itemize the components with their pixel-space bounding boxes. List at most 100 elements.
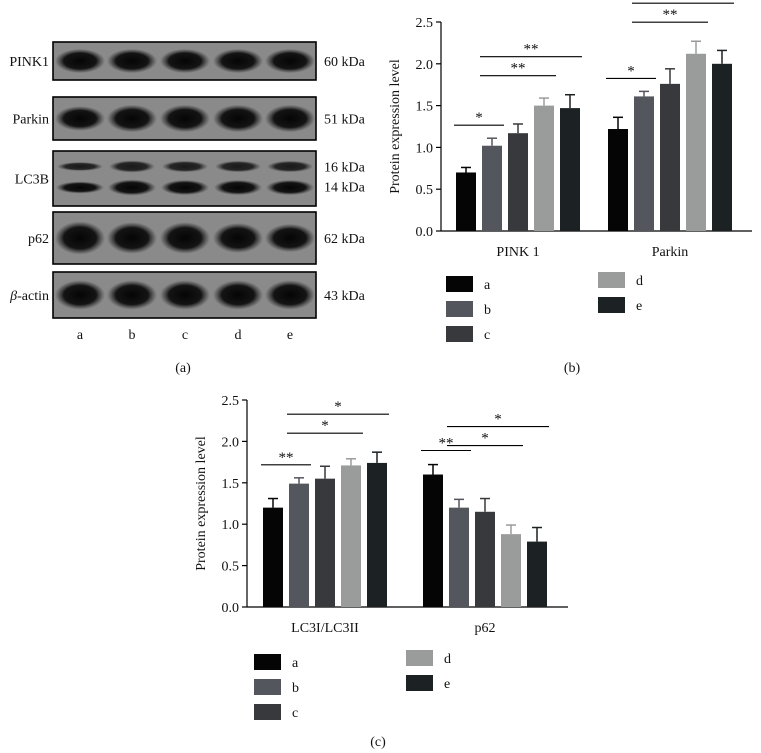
significance-label: * <box>475 110 483 126</box>
blot-band <box>107 222 157 254</box>
bar-b <box>289 483 309 607</box>
blot-row-5: β-actin 43 kDa <box>9 271 366 319</box>
x-category-label: PINK 1 <box>496 245 539 260</box>
blot-band <box>215 160 261 173</box>
blot-band <box>107 280 157 310</box>
legend-item-c: c <box>254 704 298 721</box>
bar-c <box>475 511 495 607</box>
legend-label: e <box>636 299 642 314</box>
legend-label: d <box>636 274 643 289</box>
blot-band <box>57 162 103 171</box>
blot-band <box>55 221 105 255</box>
significance-label: ** <box>524 42 539 58</box>
legend-item-e: e <box>406 675 450 692</box>
blot-label: p62 <box>28 232 49 247</box>
panel-label-c: (c) <box>370 735 386 750</box>
panel-label-a: (a) <box>175 361 191 376</box>
bar-c <box>508 133 528 231</box>
blot-lane-label: c <box>182 328 188 343</box>
legend-swatch <box>254 704 281 720</box>
blot-band <box>213 223 263 253</box>
significance-label: * <box>334 399 342 415</box>
significance-label: ** <box>663 7 678 23</box>
legend-swatch <box>406 650 433 666</box>
blot-lane-label: d <box>235 328 242 343</box>
blot-row-4: p62 62 kDa <box>28 211 366 265</box>
legend-swatch <box>598 272 625 288</box>
bar-chart-b: 0.0 0.5 1.0 1.5 2.0 2.5 Protein expression lev… <box>388 0 752 343</box>
legend-item-c: c <box>446 326 490 343</box>
bar-e <box>367 462 387 607</box>
blot-size-label: 16 kDa <box>324 161 366 176</box>
significance-label: * <box>627 63 635 79</box>
blot-label: PINK1 <box>9 55 49 70</box>
blot-band <box>265 223 315 253</box>
bar-d <box>686 53 706 231</box>
significance-label: * <box>679 0 687 4</box>
blot-row-2: Parkin 51 kDa <box>12 96 366 141</box>
blot-band <box>214 179 262 196</box>
legend-swatch <box>254 679 281 695</box>
y-tick-label: 0.5 <box>416 183 434 198</box>
blot-size-label: 51 kDa <box>324 113 366 128</box>
bar-d <box>341 465 361 607</box>
blot-band <box>56 181 104 194</box>
blot-band <box>55 48 105 74</box>
blot-membrane <box>52 150 317 207</box>
legend-swatch <box>598 297 625 313</box>
bar-b <box>634 96 654 232</box>
blot-size-label: 60 kDa <box>324 55 366 70</box>
significance-label: * <box>494 412 502 428</box>
y-axis-label: Protein expression level <box>194 436 209 571</box>
bar-a <box>608 129 628 231</box>
blot-band <box>160 48 210 74</box>
blot-band <box>55 106 105 131</box>
y-tick-label: 1.5 <box>416 100 434 115</box>
bar-e <box>560 108 580 231</box>
blot-lane-label: e <box>287 328 293 343</box>
bar-a <box>423 474 443 607</box>
blot-band <box>267 160 313 173</box>
legend-label: c <box>292 706 298 721</box>
significance-label: ** <box>279 450 294 466</box>
legend-label: b <box>484 303 491 318</box>
panel-label-b: (b) <box>564 361 581 376</box>
significance-label: * <box>481 431 489 447</box>
blot-band <box>162 160 208 173</box>
y-axis-label: Protein expression level <box>388 59 403 194</box>
blot-band <box>55 280 105 310</box>
bar-c <box>315 478 335 607</box>
bar-d <box>501 534 521 607</box>
blot-band <box>265 48 315 74</box>
bar-c <box>660 83 680 231</box>
legend-swatch <box>446 326 473 342</box>
x-category-label: p62 <box>475 621 496 636</box>
legend-swatch <box>446 276 473 292</box>
blot-lane-label: b <box>129 328 136 343</box>
blot-label: LC3B <box>15 173 49 188</box>
bar-a <box>263 507 283 607</box>
legend-label: b <box>292 681 299 696</box>
legend-item-a: a <box>254 654 299 671</box>
blot-row-3: LC3B 16 kDa 14 kDa <box>15 150 366 207</box>
blot-band <box>213 104 263 133</box>
blot-size-label: 14 kDa <box>324 181 366 196</box>
x-category-label: Parkin <box>652 245 689 260</box>
bar-d <box>534 105 554 231</box>
x-category-label: LC3I/LC3II <box>291 621 359 636</box>
bar-e <box>712 63 732 231</box>
blot-lane-label: a <box>77 328 84 343</box>
y-tick-label: 1.0 <box>222 518 240 533</box>
y-tick-label: 0.0 <box>416 225 434 240</box>
y-tick-label: 2.5 <box>416 16 434 31</box>
significance-label: ** <box>439 436 454 452</box>
blot-band <box>266 179 314 196</box>
y-tick-label: 0.0 <box>222 601 240 616</box>
bar-chart-c: 0.0 0.5 1.0 1.5 2.0 2.5 Protein expression lev… <box>194 394 568 721</box>
significance-label: ** <box>511 61 526 77</box>
legend-label: a <box>484 278 491 293</box>
bar-b <box>482 145 502 231</box>
western-blot-panel: PINK1 60 kDa Parkin 51 kDa LC3B 16 kDa 14 kDa p… <box>9 41 366 343</box>
legend-label: e <box>444 677 450 692</box>
